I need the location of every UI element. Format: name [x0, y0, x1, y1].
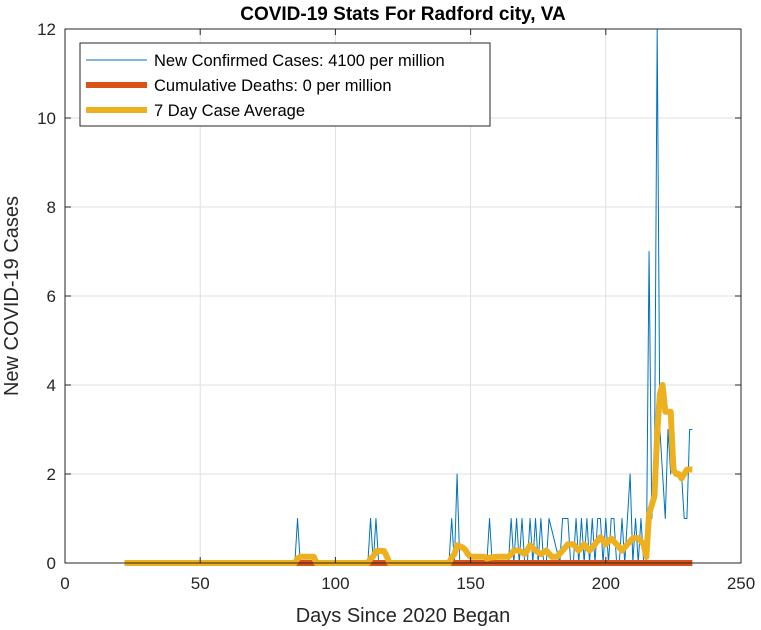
x-tick-label: 100 — [321, 574, 349, 593]
legend-label: Cumulative Deaths: 0 per million — [154, 77, 392, 95]
y-tick-label: 4 — [47, 376, 56, 395]
y-tick-label: 8 — [47, 198, 56, 217]
y-axis-label: New COVID-19 Cases — [1, 196, 23, 396]
legend: New Confirmed Cases: 4100 per million Cum… — [79, 42, 491, 127]
y-tick-label: 6 — [47, 287, 56, 306]
y-tick-label: 0 — [47, 554, 56, 573]
tick-layer: 0 50 100 150 200 250 0 2 4 6 8 10 12 — [37, 20, 755, 593]
legend-box — [79, 42, 491, 127]
x-tick-label: 150 — [456, 574, 484, 593]
x-tick-label: 200 — [592, 574, 620, 593]
y-tick-label: 10 — [37, 109, 56, 128]
y-tick-label: 2 — [47, 465, 56, 484]
seven-day-average-line — [124, 382, 693, 566]
x-tick-label: 250 — [727, 574, 755, 593]
y-tick-label: 12 — [37, 20, 56, 39]
legend-label: 7 Day Case Average — [154, 102, 305, 120]
x-tick-label: 0 — [60, 574, 69, 593]
x-axis-label: Days Since 2020 Began — [296, 605, 511, 627]
x-tick-label: 50 — [191, 574, 210, 593]
chart-title: COVID-19 Stats For Radford city, VA — [240, 4, 566, 25]
legend-label: New Confirmed Cases: 4100 per million — [154, 52, 445, 70]
